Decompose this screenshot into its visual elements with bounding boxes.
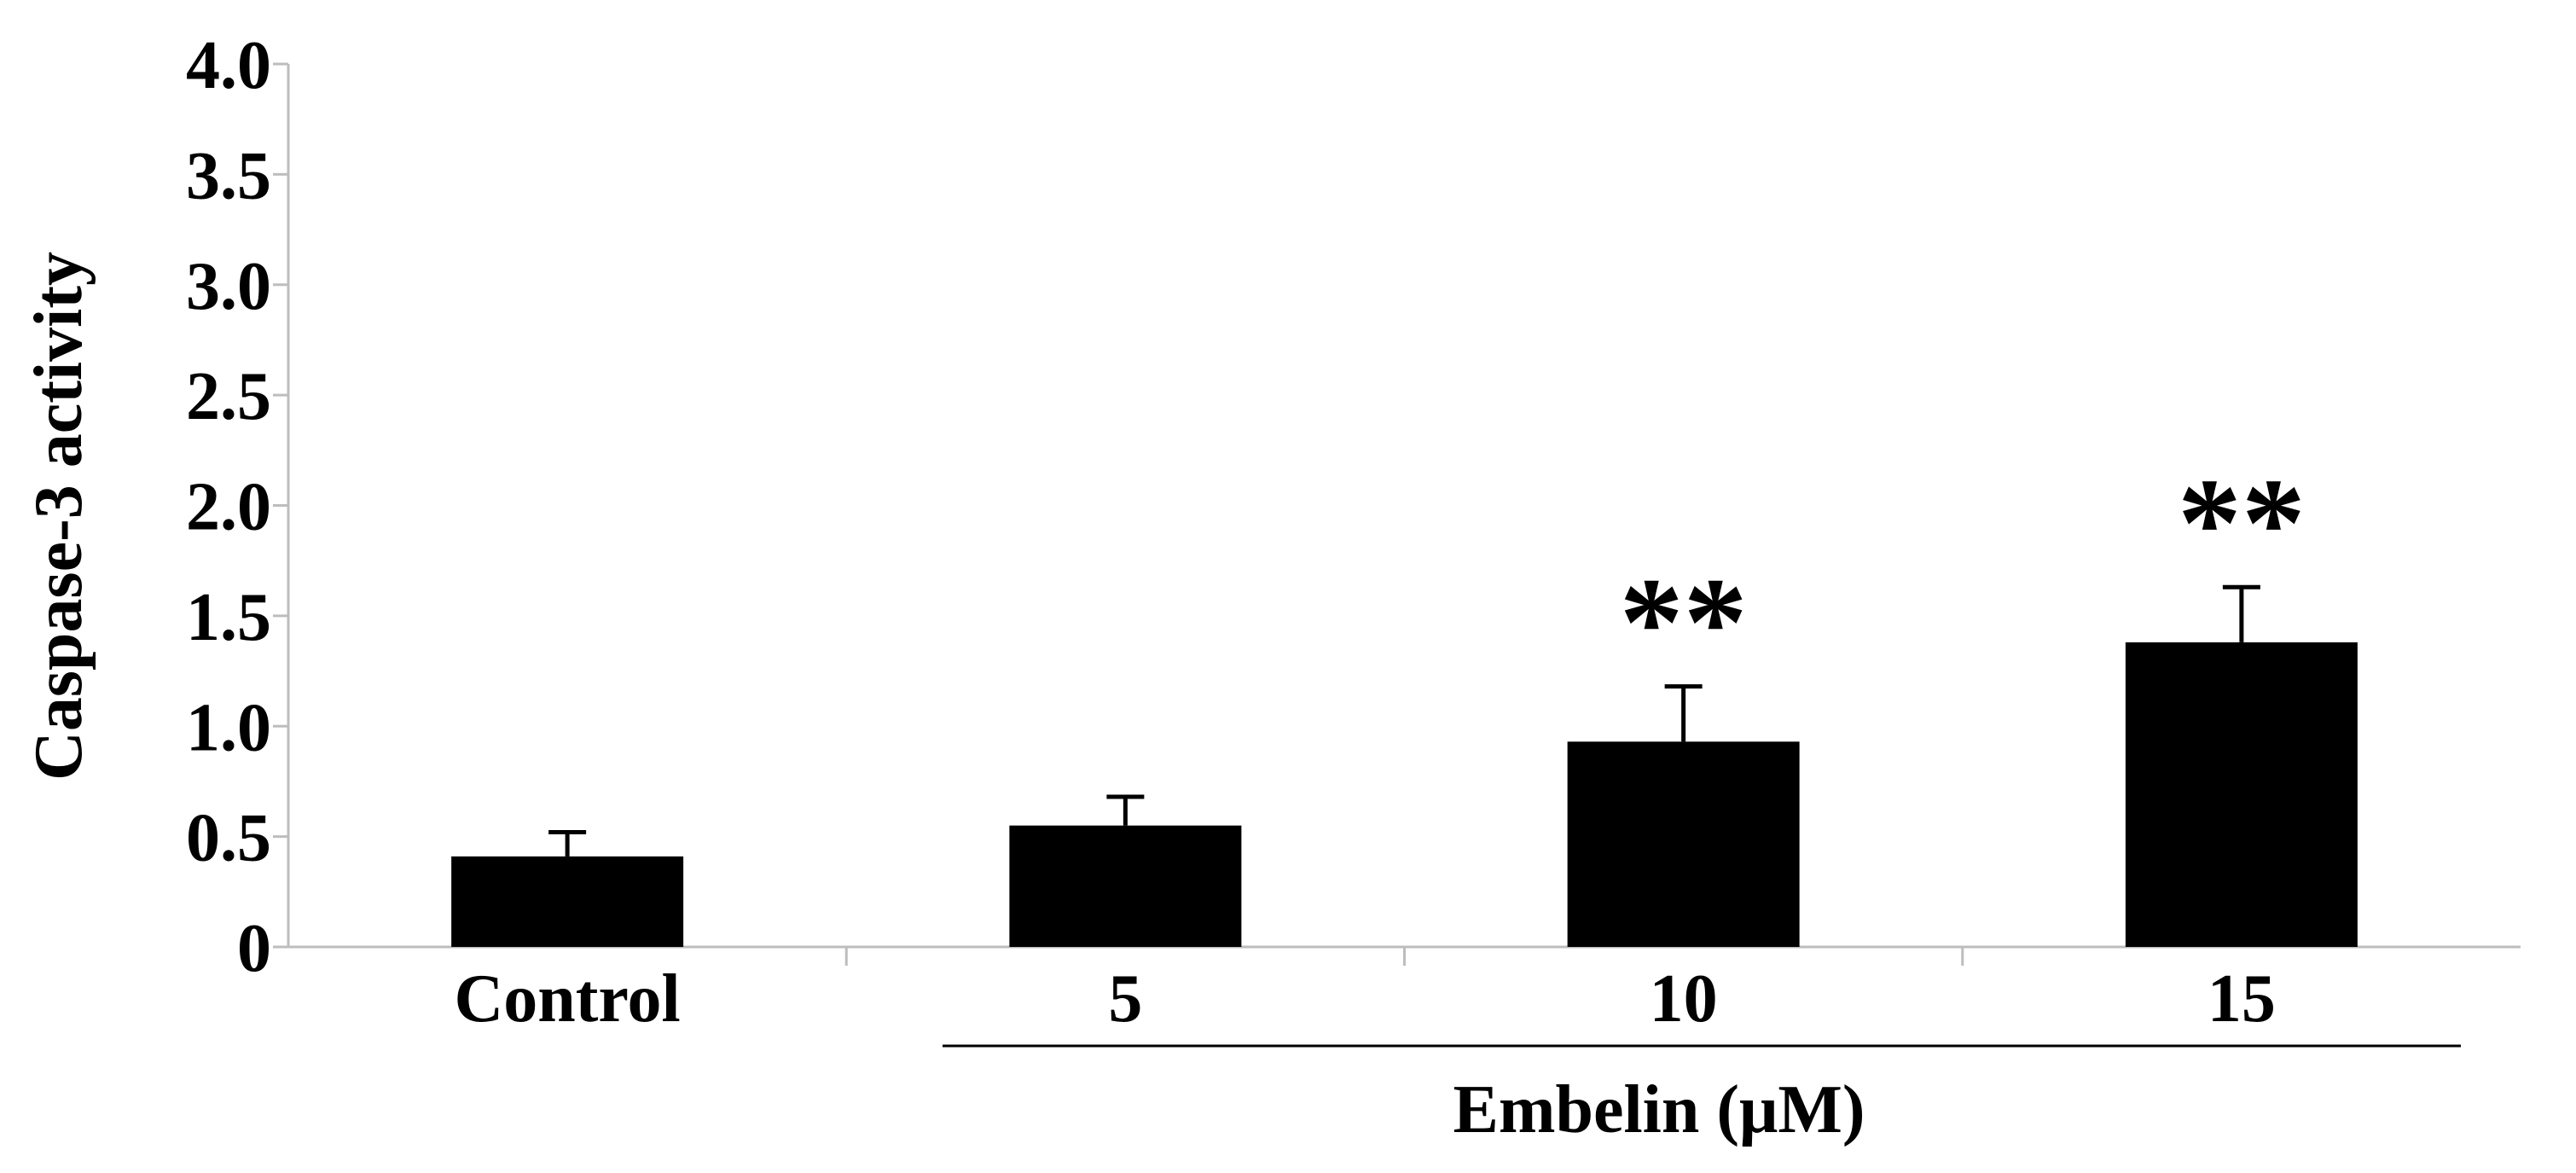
- y-tick-label: 3.5: [186, 138, 271, 213]
- bars: [451, 642, 2358, 947]
- x-tick-label: 5: [1108, 961, 1142, 1037]
- error-bars: [548, 584, 2260, 857]
- significance-label: **: [2178, 452, 2306, 594]
- y-tick-label: 3.0: [186, 249, 271, 324]
- bar: [1009, 825, 1242, 947]
- group-label: Embelin (μM): [1453, 1072, 1865, 1147]
- y-tick-label: 1.0: [186, 690, 271, 765]
- x-tick-label: 15: [2208, 961, 2276, 1037]
- y-axis-label: Caspase-3 activity: [21, 252, 96, 781]
- y-axis: 0 0.5 1.0 1.5 2.0 2.5 3.0 3.5 4.0: [186, 28, 290, 986]
- y-tick-label: 0.5: [186, 801, 271, 876]
- x-tick-label: Control: [455, 961, 681, 1037]
- axis-labels: Caspase-3 activity Embelin (μM): [21, 252, 2461, 1147]
- significance-markers: ** **: [1620, 452, 2306, 693]
- y-tick-label: 1.5: [186, 580, 271, 655]
- bar: [2125, 642, 2358, 947]
- significance-label: **: [1620, 552, 1748, 694]
- x-tick-label: 10: [1650, 961, 1718, 1037]
- y-tick-label: 2.5: [186, 359, 271, 434]
- x-axis: Control 5 10 15: [288, 945, 2521, 1037]
- bar: [1567, 741, 1800, 947]
- y-tick-label: 2.0: [186, 470, 271, 545]
- bar: [451, 856, 684, 947]
- y-tick-label: 0: [237, 911, 271, 986]
- y-tick-label: 4.0: [186, 28, 271, 103]
